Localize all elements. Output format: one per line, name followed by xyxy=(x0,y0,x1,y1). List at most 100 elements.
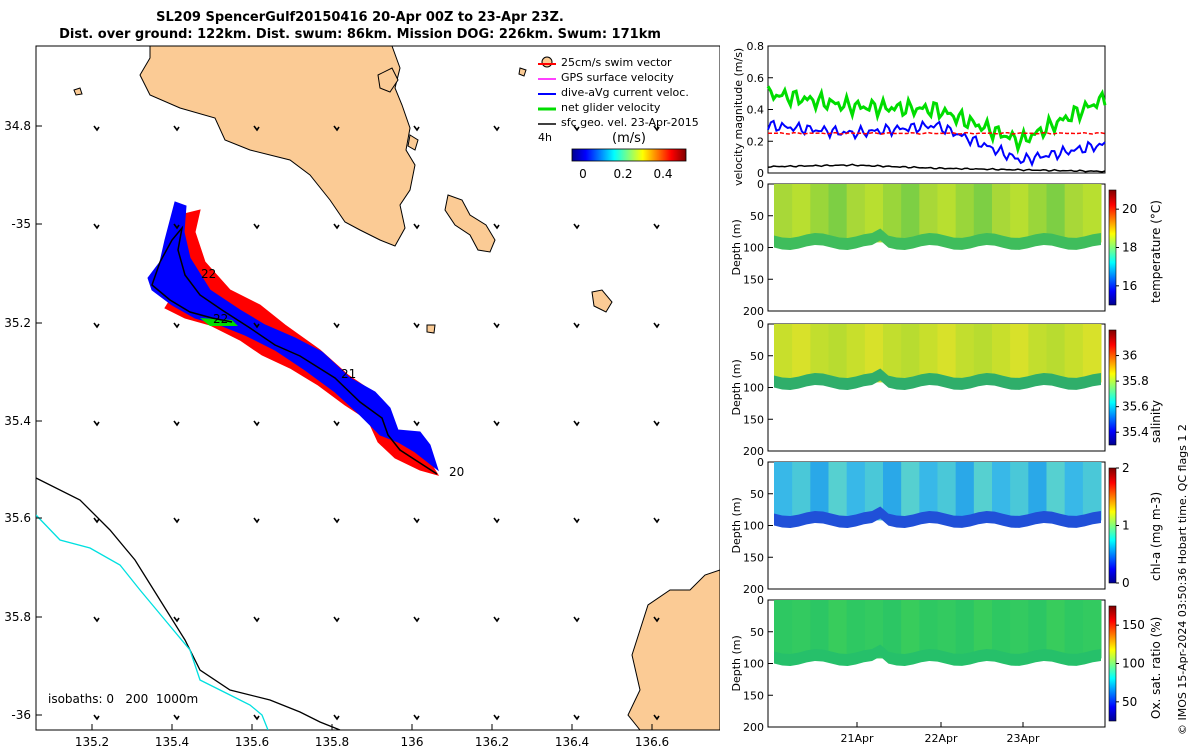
heatmap-column xyxy=(973,184,993,243)
geo-velocity-arrow xyxy=(413,517,420,524)
depth-tick-label: 200 xyxy=(743,721,764,734)
day-label-20: 20 xyxy=(449,465,464,479)
heatmap-column xyxy=(883,184,902,243)
footer-copyright: © IMOS 15-Apr-2024 03:50:36 Hobart time.… xyxy=(1176,424,1189,735)
geo-velocity-arrow xyxy=(173,125,180,132)
colorbar-temperature xyxy=(1108,189,1117,306)
geo-velocity-arrow xyxy=(493,125,500,132)
heatmap-bottom-layer xyxy=(774,506,1101,528)
geo-velocity-arrow xyxy=(493,517,500,524)
heatmap-column xyxy=(810,184,829,243)
time-tick-label: 23Apr xyxy=(1006,732,1040,745)
heatmap-bottom-layer xyxy=(774,228,1101,250)
current-ribbon xyxy=(147,201,439,472)
geo-velocity-arrow xyxy=(413,223,420,230)
depth-tick-label: 150 xyxy=(743,689,764,702)
heatmap-column xyxy=(992,184,1011,243)
island-5 xyxy=(407,134,419,151)
geo-velocity-arrow xyxy=(493,616,500,623)
geo-velocity-arrow xyxy=(253,125,260,132)
legend-gps: GPS surface velocity xyxy=(561,71,674,84)
heatmap-bottom-layer xyxy=(774,644,1101,666)
geo-velocity-arrows xyxy=(93,125,660,721)
heatmap-column xyxy=(1064,600,1084,659)
island-1 xyxy=(377,67,399,93)
heatmap-column xyxy=(1010,184,1029,243)
map-plot: 135.2 135.4 135.6 135.8 136 136.2 136.4 136.6 34… xyxy=(4,45,720,749)
colorbar-tick-label: 36 xyxy=(1122,349,1137,363)
isobaths-label: isobaths: 0 200 1000m xyxy=(48,692,198,706)
glider-track xyxy=(151,225,438,475)
heatmap-column xyxy=(919,184,938,243)
heatmap-column xyxy=(901,184,920,243)
depth-label: Depth (m) xyxy=(730,359,743,415)
heatmap-column xyxy=(1028,324,1047,383)
geo-velocity-arrow xyxy=(653,125,660,132)
depth-tick-label: 0 xyxy=(757,178,764,191)
heatmap-column xyxy=(864,324,884,383)
depth-tick-label: 150 xyxy=(743,273,764,286)
colorbar-tick-label: 18 xyxy=(1122,241,1137,255)
colorbar-tick-label: 0 xyxy=(1122,576,1130,590)
depth-tick-label: 50 xyxy=(750,210,764,223)
heatmap-column xyxy=(864,600,884,659)
heatmap-column xyxy=(992,600,1011,659)
island-4 xyxy=(426,324,436,334)
lon-tick-label: 136.4 xyxy=(555,735,589,749)
heatmap-column xyxy=(1028,600,1047,659)
depth-tick-label: 0 xyxy=(757,594,764,607)
geo-velocity-arrow xyxy=(173,714,180,721)
heatmap-column xyxy=(919,324,938,383)
isobath-1000 xyxy=(36,514,269,730)
section-panel-salinity: 0 50 100 150 200 Depth (m) 35.4 35.6 35.8 36 salin… xyxy=(730,318,1163,458)
legend-swim: 25cm/s swim vector xyxy=(561,56,672,69)
heatmap-column xyxy=(1010,324,1029,383)
heatmap-column xyxy=(810,462,829,521)
colorbar-tick-label: 50 xyxy=(1122,695,1137,709)
geo-velocity-arrow xyxy=(253,714,260,721)
heatmap-column xyxy=(1028,462,1047,521)
geo-velocity-arrow xyxy=(493,322,500,329)
lat-tick-label: 35.6 xyxy=(4,511,31,525)
colorbar-chla xyxy=(1108,467,1117,584)
section-panel-chla: 0 50 100 150 200 Depth (m) 0 1 2 chl-a (mg m-3) xyxy=(730,456,1163,596)
geo-velocity-arrow xyxy=(413,616,420,623)
heatmap-column xyxy=(1028,184,1047,243)
heatmap-column xyxy=(774,462,793,521)
geo-velocity-arrow xyxy=(333,322,340,329)
geo-velocity-arrow xyxy=(573,517,580,524)
heatmap-column xyxy=(973,324,993,383)
heatmap-column xyxy=(1082,600,1102,659)
colorbar-tick-label: 35.6 xyxy=(1122,400,1149,414)
colorbar-tick-1: 0.2 xyxy=(613,167,632,181)
depth-tick-label: 0 xyxy=(757,456,764,469)
heatmap-column xyxy=(1082,324,1102,383)
geo-velocity-arrow xyxy=(93,223,100,230)
vel-tick-label: 0.2 xyxy=(747,135,765,148)
heatmap-column xyxy=(1010,462,1029,521)
heatmap-column xyxy=(846,324,866,383)
heatmap-column xyxy=(937,184,957,243)
day-label-22a: 22 xyxy=(201,267,216,281)
heatmap-column xyxy=(901,600,920,659)
heatmap-column xyxy=(973,462,993,521)
colorbar-tick-2: 0.4 xyxy=(653,167,672,181)
velocity-ylabel: velocity magnitude (m/s) xyxy=(732,48,745,186)
heatmap-column xyxy=(1046,184,1066,243)
land-bottom-right xyxy=(627,569,720,730)
geo-velocity-arrow xyxy=(333,223,340,230)
lat-tick-label: 35.2 xyxy=(4,316,31,330)
heatmap-column xyxy=(955,184,975,243)
heatmap-column xyxy=(937,462,957,521)
heatmap-column xyxy=(992,324,1011,383)
land-peninsula xyxy=(139,46,416,247)
geo-velocity-arrow xyxy=(93,322,100,329)
geo-velocity-arrow xyxy=(653,517,660,524)
heatmap-column xyxy=(846,462,866,521)
heatmap-column xyxy=(919,600,938,659)
heatmap-column xyxy=(810,600,829,659)
depth-label: Depth (m) xyxy=(730,219,743,275)
colorbar-salinity xyxy=(1108,329,1117,446)
geo-velocity-arrow xyxy=(173,322,180,329)
lat-tick-label: -36 xyxy=(11,708,31,722)
